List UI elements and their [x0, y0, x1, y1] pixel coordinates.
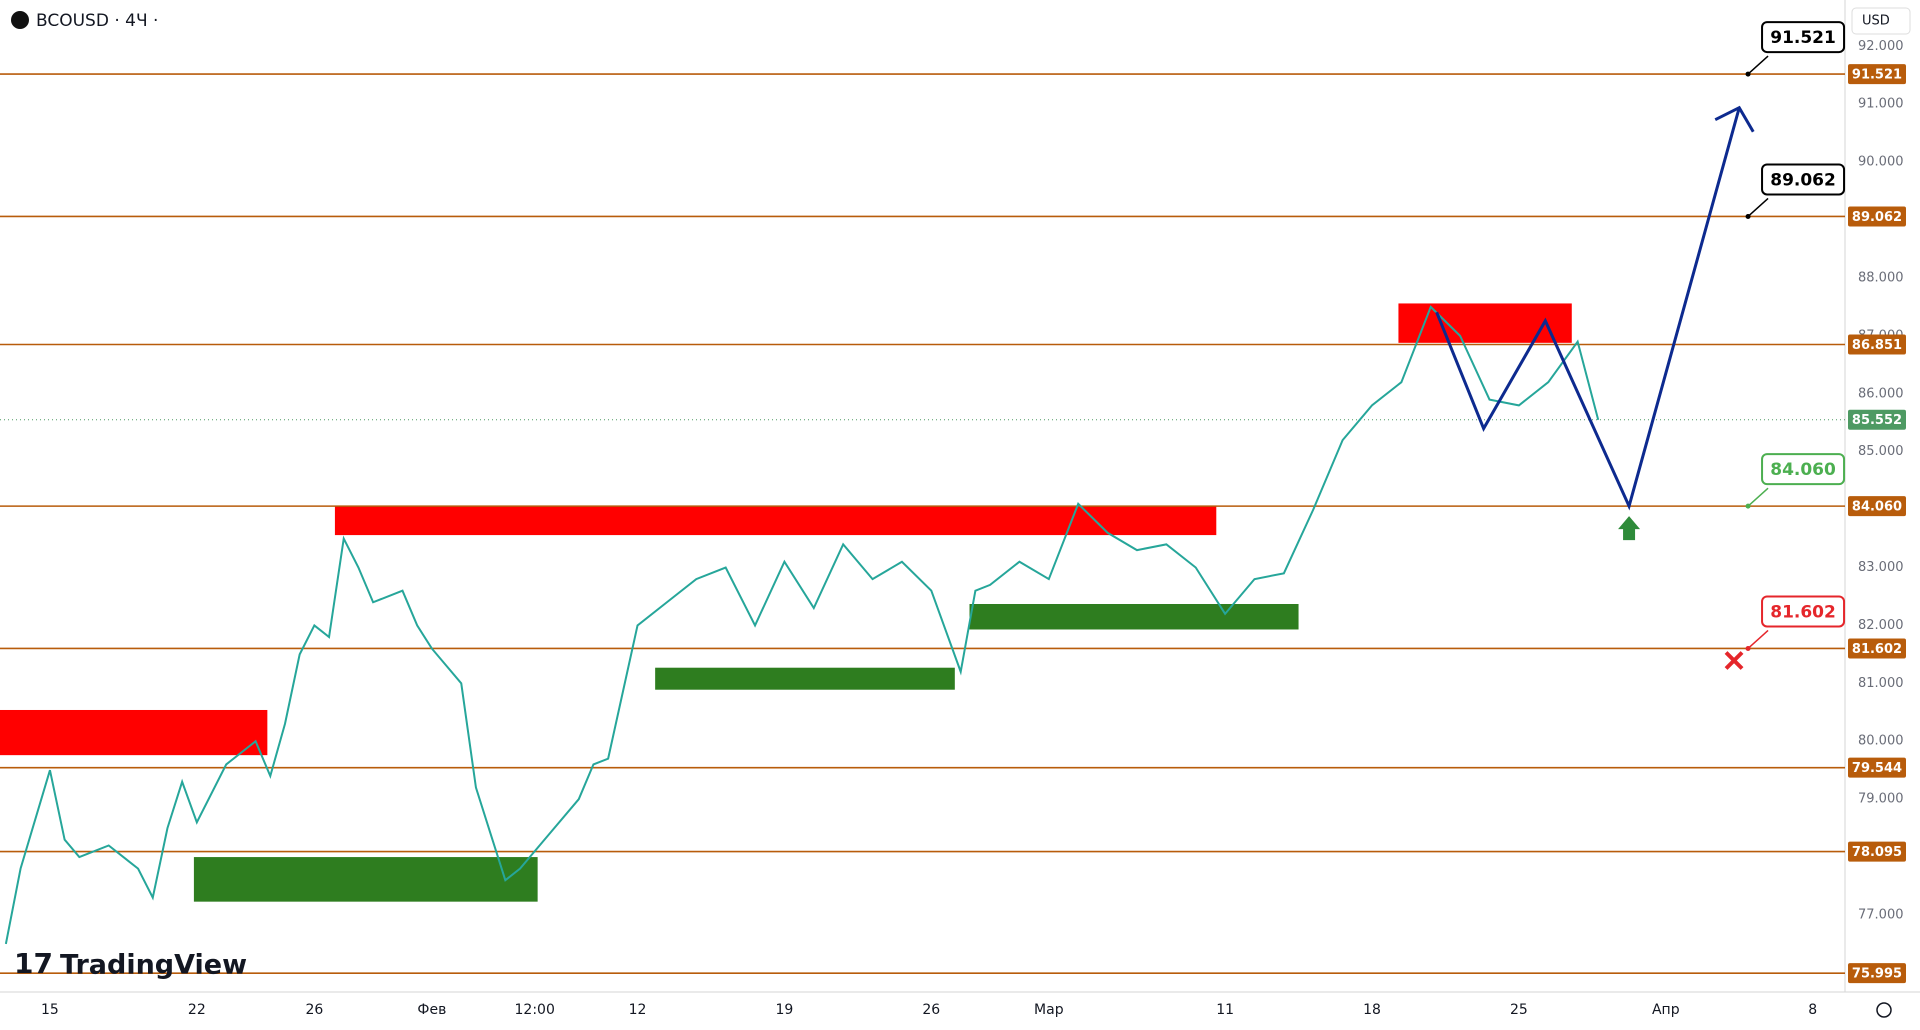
- current-price-label: 85.552: [1852, 413, 1902, 428]
- y-tick-label: 79.000: [1858, 792, 1904, 807]
- level-label-box: [1848, 64, 1906, 85]
- target-point: [1745, 71, 1751, 77]
- x-tick-label: Апр: [1652, 1002, 1680, 1018]
- projection-arrowhead: [1714, 105, 1755, 133]
- buy-arrow: [1618, 516, 1641, 541]
- y-tick-label: 90.000: [1858, 155, 1904, 170]
- target-point: [1745, 213, 1751, 219]
- watermark-logo: 17: [14, 947, 53, 980]
- level-label: 75.995: [1852, 967, 1902, 982]
- currency-button[interactable]: [1851, 7, 1911, 35]
- level-label-box: [1848, 841, 1906, 862]
- settings-icon[interactable]: [1876, 1002, 1892, 1018]
- price-line: [4, 305, 1600, 945]
- target-leader: [1747, 629, 1769, 650]
- level-label: 86.851: [1852, 338, 1902, 353]
- target-label: 91.521: [1770, 28, 1836, 48]
- level-label: 81.602: [1852, 642, 1902, 657]
- zone: [193, 857, 538, 902]
- symbol-title[interactable]: BCOUSD · 4Ч ·: [36, 11, 158, 31]
- level-label: 79.544: [1852, 761, 1902, 776]
- target-label: 84.060: [1770, 460, 1836, 480]
- y-tick-label: 80.000: [1858, 734, 1904, 749]
- level-label-box: [1848, 963, 1906, 984]
- y-tick-label: 83.000: [1858, 560, 1904, 575]
- level-label: 78.095: [1852, 845, 1902, 860]
- zone: [0, 709, 268, 756]
- target-label: 81.602: [1770, 602, 1836, 622]
- x-tick-label: Мар: [1034, 1002, 1064, 1018]
- zone: [969, 604, 1299, 630]
- target-box: [1761, 453, 1846, 486]
- target-point: [1745, 503, 1751, 509]
- target-box: [1761, 595, 1846, 628]
- x-tick-label: 12: [629, 1002, 647, 1018]
- zone: [655, 667, 955, 690]
- target-point: [1745, 645, 1751, 651]
- x-tick-label: 18: [1363, 1002, 1381, 1018]
- y-tick-label: 86.000: [1858, 386, 1904, 401]
- x-tick-label: 26: [922, 1002, 940, 1018]
- target-leader: [1747, 487, 1769, 507]
- y-tick-label: 88.000: [1858, 270, 1904, 285]
- x-tick-label: 8: [1808, 1002, 1817, 1018]
- y-tick-label: 82.000: [1858, 618, 1904, 633]
- x-tick-label: Фев: [417, 1002, 446, 1018]
- x-tick-label: 26: [305, 1002, 323, 1018]
- x-tick-label: 12:00: [515, 1002, 555, 1018]
- target-leader: [1747, 55, 1769, 75]
- target-box: [1761, 21, 1846, 54]
- level-label: 84.060: [1852, 500, 1902, 515]
- level-label: 89.062: [1852, 210, 1902, 225]
- target-leader: [1747, 197, 1769, 218]
- y-tick-label: 77.000: [1858, 907, 1904, 922]
- target-box: [1761, 163, 1846, 196]
- symbol-icon: [11, 11, 29, 29]
- y-tick-label: 91.000: [1858, 97, 1904, 112]
- x-tick-label: 11: [1216, 1002, 1234, 1018]
- zone: [334, 505, 1217, 536]
- level-label-box: [1848, 496, 1906, 517]
- projection-path: [1435, 107, 1741, 511]
- y-tick-label: 85.000: [1858, 444, 1904, 459]
- watermark: TradingView: [60, 950, 247, 981]
- x-tick-label: 19: [776, 1002, 794, 1018]
- level-label: 91.521: [1852, 68, 1902, 83]
- x-tick-label: 25: [1510, 1002, 1528, 1018]
- current-price-box: [1848, 409, 1906, 430]
- x-tick-label: 15: [41, 1002, 59, 1018]
- stop-cross: [1724, 651, 1744, 670]
- y-tick-label: 81.000: [1858, 676, 1904, 691]
- level-label-box: [1848, 334, 1906, 355]
- x-tick-label: 22: [188, 1002, 206, 1018]
- currency-label[interactable]: USD: [1862, 14, 1890, 29]
- level-label-box: [1848, 757, 1906, 778]
- level-label-box: [1848, 206, 1906, 227]
- level-label-box: [1848, 638, 1906, 659]
- y-tick-label: 92.000: [1858, 39, 1904, 54]
- target-label: 89.062: [1770, 170, 1836, 190]
